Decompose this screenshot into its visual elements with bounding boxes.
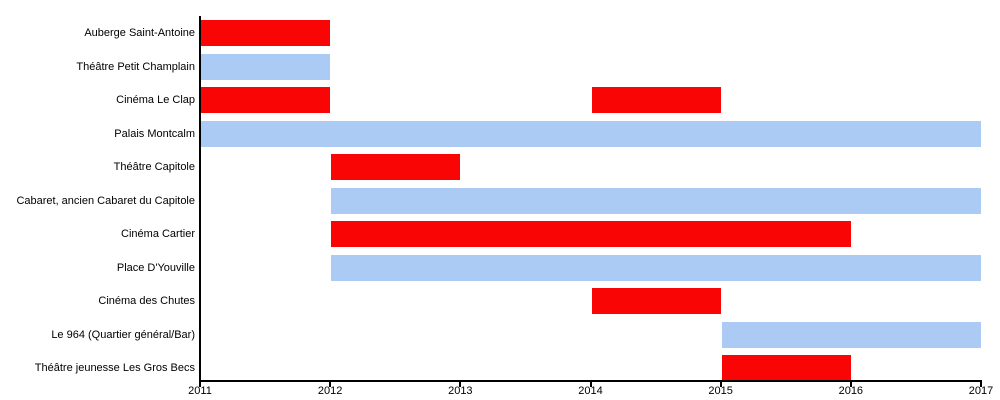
gantt-bar xyxy=(201,120,981,147)
x-axis-tick-label: 2013 xyxy=(448,385,473,397)
x-axis-tick xyxy=(199,382,201,387)
x-axis-tick-label: 2012 xyxy=(317,385,343,397)
gantt-bar xyxy=(331,187,981,214)
row-label: Cabaret, ancien Cabaret du Capitole xyxy=(16,194,195,207)
x-axis-line xyxy=(199,380,982,382)
gantt-bar xyxy=(201,87,331,113)
row-label: Théâtre Capitole xyxy=(113,161,195,173)
x-axis-tick-label: 2014 xyxy=(578,385,603,397)
gantt-bar xyxy=(591,87,721,113)
x-axis-tick xyxy=(719,382,722,387)
gantt-bar xyxy=(331,154,461,180)
gantt-bar xyxy=(721,321,981,348)
gantt-bar xyxy=(201,20,331,46)
row-label: Cinéma Cartier xyxy=(121,228,195,240)
gantt-bar xyxy=(591,288,721,314)
row-label: Place D'Youville xyxy=(116,261,195,274)
x-axis-tick xyxy=(980,382,982,387)
x-axis-tick-label: 2015 xyxy=(708,385,733,397)
row-label: Palais Montcalm xyxy=(114,127,195,140)
x-axis-tick xyxy=(849,382,852,387)
gantt-bar xyxy=(331,221,851,247)
row-label: Théâtre jeunesse Les Gros Becs xyxy=(34,362,195,374)
x-axis-tick xyxy=(589,382,592,387)
x-axis-tick-label: 2011 xyxy=(188,385,212,397)
y-axis-line xyxy=(199,16,201,382)
x-axis-tick xyxy=(329,382,332,387)
row-label: Le 964 (Quartier général/Bar) xyxy=(51,328,195,341)
row-label: Cinéma des Chutes xyxy=(98,295,195,307)
gantt-bar xyxy=(201,53,331,80)
row-label: Théâtre Petit Champlain xyxy=(76,60,195,73)
gantt-bar xyxy=(721,355,851,381)
row-label: Cinéma Le Clap xyxy=(116,94,195,106)
x-axis-tick xyxy=(459,382,462,387)
gantt-bar xyxy=(331,254,981,281)
row-label: Auberge Saint-Antoine xyxy=(84,27,195,39)
x-axis-tick-label: 2017 xyxy=(968,385,994,397)
x-axis-tick-label: 2016 xyxy=(838,385,864,397)
